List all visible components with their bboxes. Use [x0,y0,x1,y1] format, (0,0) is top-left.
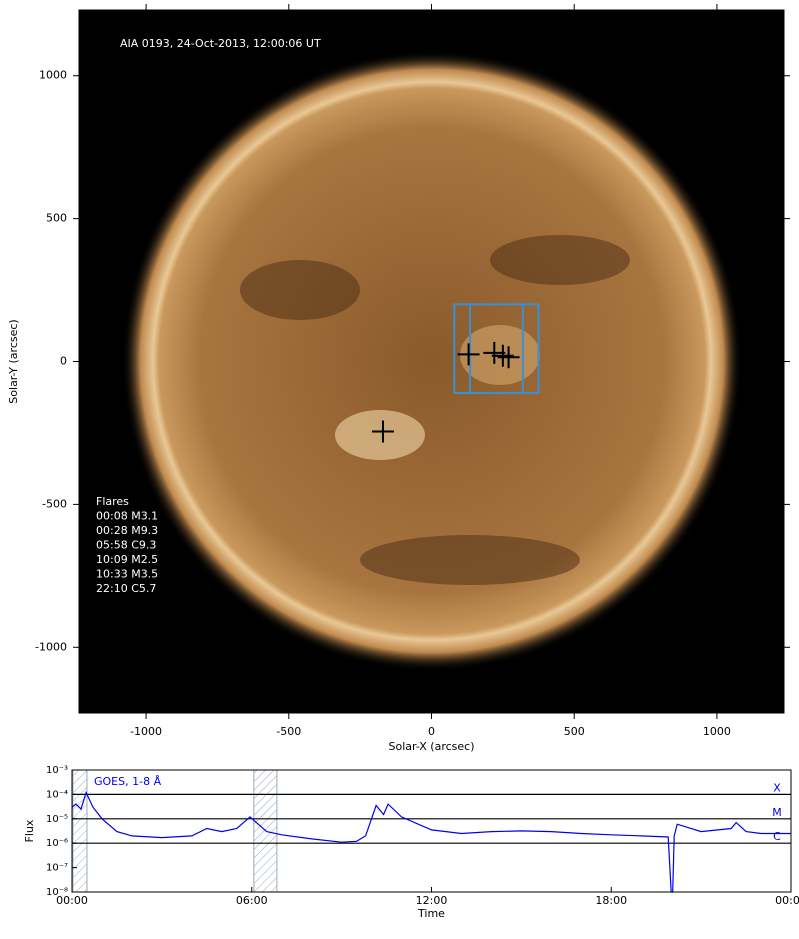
goes-curve [71,790,791,893]
x-tick-label: 18:00 [595,894,627,907]
x-tick-label: 06:00 [236,894,268,907]
y-tick-label: 1000 [39,69,67,82]
flare-entry: 00:08 M3.1 [96,510,158,523]
y-tick-label: 10⁻⁴ [46,789,68,800]
y-tick-label: 10⁻⁵ [46,814,68,825]
x-tick-label: 12:00 [416,894,448,907]
y-tick-label: 10⁻⁸ [46,887,68,898]
y-tick-label: 0 [60,355,67,368]
legend-label: GOES, 1-8 Å [94,775,162,788]
y-tick-label: 10⁻⁶ [46,838,68,849]
y-axis-label: Flux [23,819,36,842]
flare-entry: 10:33 M3.5 [96,568,158,581]
flare-entry: 22:10 C5.7 [96,582,156,595]
solar-image [79,10,784,713]
y-tick-label: 10⁻³ [46,765,68,776]
x-tick-label: 1000 [703,725,731,738]
flare-marker [371,420,394,443]
y-tick-label: 10⁻⁷ [46,863,68,874]
y-axis-label: Solar-Y (arcsec) [7,319,20,403]
flare-list-title: Flares [96,495,129,508]
x-tick-label: 00:00 [775,894,799,907]
flare-marker [497,346,520,369]
flare-entry: 05:58 C9.3 [96,539,156,552]
x-tick-label: -500 [276,725,301,738]
image-title: AIA 0193, 24-Oct-2013, 12:00:06 UT [120,37,321,50]
x-tick-label: 0 [428,725,435,738]
y-tick-label: 500 [46,212,67,225]
plot-frame [71,769,792,893]
flare-marker [491,344,514,367]
class-label: C [773,830,781,843]
region-box [453,303,540,394]
x-axis-label: Solar-X (arcsec) [389,740,475,753]
flare-window [72,769,88,893]
flare-marker [483,341,506,364]
x-tick-label: 500 [564,725,585,738]
class-label: M [772,806,782,819]
flare-marker [457,343,480,366]
class-label: X [773,781,781,794]
x-tick-label: -1000 [130,725,162,738]
y-tick-label: -500 [42,497,67,510]
flare-entry: 00:28 M9.3 [96,524,158,537]
x-axis-label: Time [417,907,445,920]
y-tick-label: -1000 [35,640,67,653]
x-tick-label: 00:00 [56,894,88,907]
flare-entry: 10:09 M2.5 [96,553,158,566]
